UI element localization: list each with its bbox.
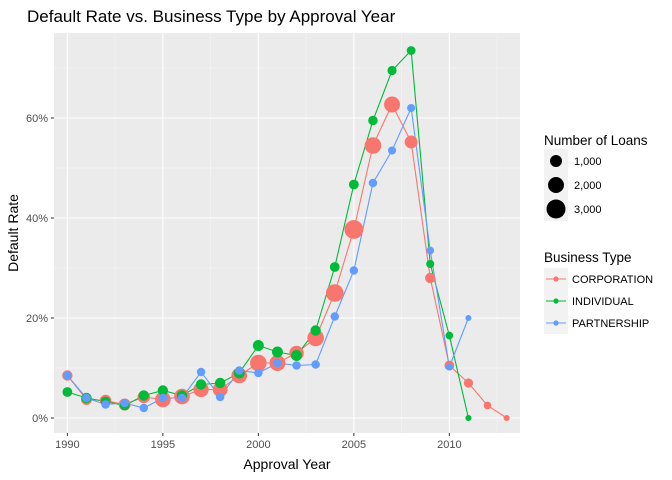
data-point-corporation [364,137,382,154]
data-point-partnership [407,103,416,113]
data-point-partnership [196,367,206,377]
business-type-legend: Business Type CORPORATION INDIVIDUAL PARTN… [544,250,653,334]
data-point-individual [271,346,283,358]
data-point-corporation [344,220,364,239]
series-line-individual [67,49,469,419]
data-point-individual [62,387,73,397]
size-legend: Number of Loans 1,000 2,000 3,000 [544,133,648,221]
size-legend-label: 1,000 [574,156,602,168]
data-point-individual [310,325,321,336]
data-point-corporation [404,135,418,149]
data-point-partnership [330,312,339,321]
data-point-partnership [388,146,397,155]
data-point-corporation [503,414,510,422]
y-tick-label: 60% [26,113,48,125]
business-type-legend-title: Business Type [544,250,632,265]
data-point-partnership [235,366,244,375]
x-tick-label: 1995 [151,439,175,451]
data-point-partnership [101,400,110,409]
data-point-partnership [349,266,359,275]
data-point-individual [157,385,169,396]
data-point-partnership [273,358,282,368]
data-point-partnership [426,246,435,255]
size-legend-title: Number of Loans [544,133,648,148]
series-points [62,46,510,422]
legend-label-partnership: PARTNERSHIP [572,318,649,330]
data-point-partnership [292,361,301,370]
data-point-partnership [368,178,378,188]
series-line-partnership [66,106,469,409]
data-point-corporation [483,401,492,410]
data-point-individual [387,65,397,76]
data-point-individual [426,259,435,269]
data-point-partnership [177,393,187,403]
data-point-individual [465,414,472,422]
legend-dot-corporation [553,276,559,282]
data-point-partnership [82,393,91,403]
legend-label-corporation: CORPORATION [572,274,653,286]
legend-label-individual: INDIVIDUAL [572,296,634,308]
x-tick-label: 1990 [55,439,79,451]
data-point-partnership [445,363,453,371]
y-tick-label: 0% [32,413,48,425]
x-axis-title: Approval Year [243,456,331,472]
size-legend-circle [548,177,564,193]
data-point-partnership [254,368,263,378]
x-tick-label: 2000 [246,439,270,451]
y-tick-label: 40% [26,213,48,225]
minor-gridlines [54,33,520,433]
x-tick-label: 2005 [342,439,366,451]
data-point-individual [252,340,264,351]
data-point-individual [406,46,416,55]
data-point-partnership [465,314,472,322]
size-legend-circle [546,199,566,219]
data-point-corporation [325,284,344,302]
data-point-corporation [307,329,324,347]
data-point-partnership [139,403,148,413]
y-axis: 0% 20% 40% 60% [26,113,54,425]
data-point-individual [214,377,226,389]
x-axis: 1990 1995 2000 2005 2010 [55,433,462,451]
y-tick-label: 20% [26,313,48,325]
data-point-individual [138,390,149,401]
y-axis-title: Default Rate [5,194,21,272]
legend-dot-individual [553,298,559,304]
legend-dot-partnership [553,320,559,326]
data-point-partnership [311,360,320,369]
size-legend-circle [550,155,562,167]
data-point-corporation [425,272,436,284]
data-point-corporation [463,378,474,388]
data-point-individual [348,179,359,190]
size-legend-label: 2,000 [574,180,602,192]
data-point-corporation [250,354,267,372]
data-point-partnership [120,398,129,408]
data-point-partnership [63,371,72,380]
data-point-partnership [158,393,168,403]
x-tick-label: 2010 [437,439,461,451]
data-point-corporation [384,96,401,113]
chart-title: Default Rate vs. Business Type by Approv… [27,7,396,26]
data-point-partnership [215,392,225,402]
data-point-individual [291,350,303,361]
data-point-individual [445,331,454,340]
data-point-individual [329,262,340,272]
size-legend-label: 3,000 [574,204,602,216]
plot-panel [54,33,520,433]
data-point-individual [195,379,207,390]
data-point-individual [368,115,378,126]
